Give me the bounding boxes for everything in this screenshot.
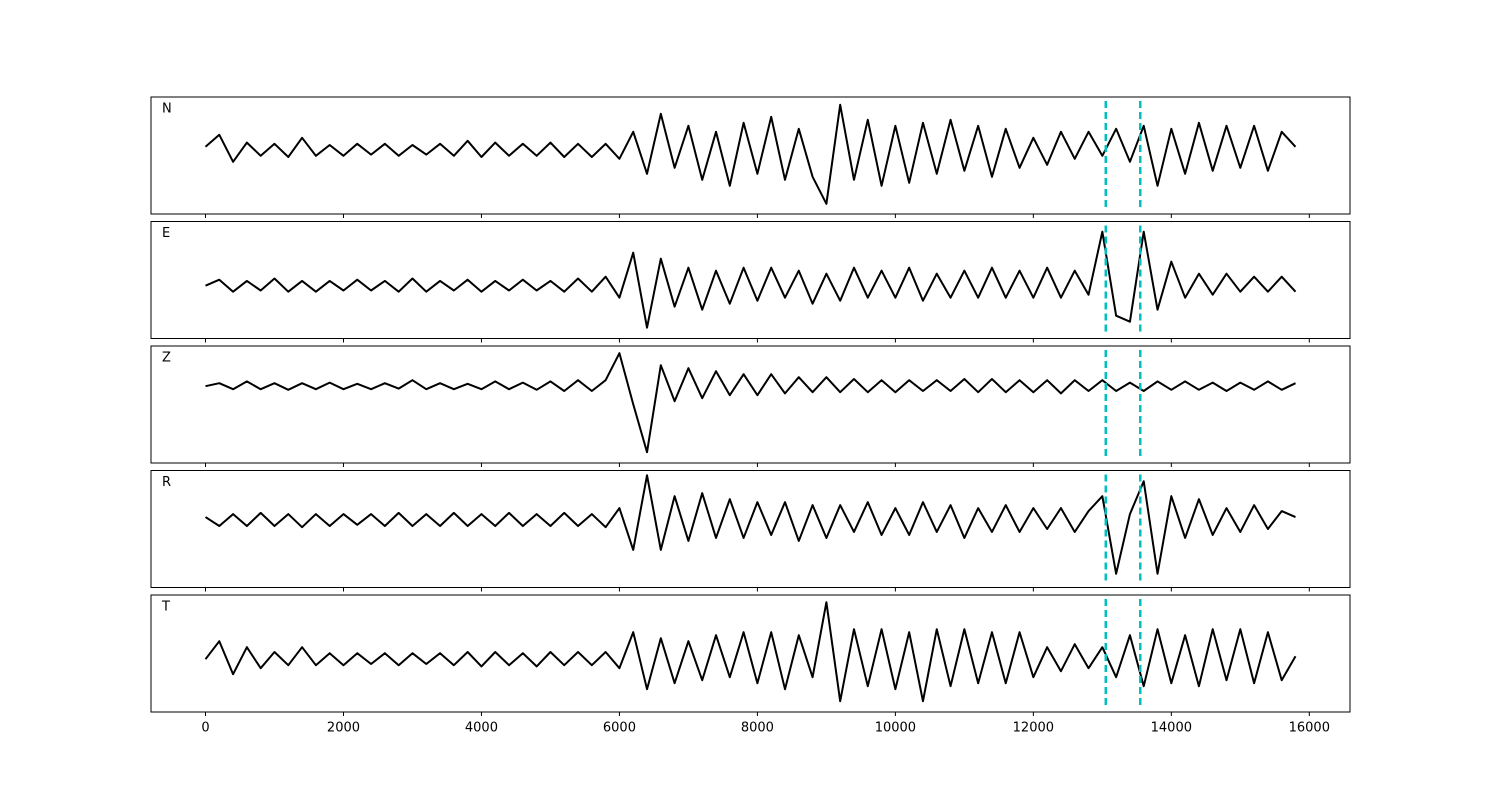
panel-label: E <box>162 226 170 241</box>
trace <box>205 230 1297 329</box>
trace <box>204 601 1297 703</box>
panel-frame <box>150 221 1351 339</box>
panel-frame <box>150 345 1351 464</box>
x-tick-label: 2000 <box>327 721 360 736</box>
panel-label: R <box>162 475 171 490</box>
x-tick-label: 0 <box>201 721 209 736</box>
x-tick-label: 14000 <box>1151 721 1192 736</box>
x-tick-label: 6000 <box>603 721 636 736</box>
x-tick-label: 4000 <box>465 721 498 736</box>
panel-frame <box>150 96 1351 215</box>
trace <box>205 352 1296 454</box>
x-tick-label: 12000 <box>1013 721 1054 736</box>
trace <box>204 103 1297 205</box>
x-tick-label: 16000 <box>1289 721 1330 736</box>
panel-label: Z <box>162 351 171 366</box>
trace <box>204 474 1296 575</box>
panel-frame <box>150 470 1351 588</box>
panel-frame <box>150 594 1351 713</box>
x-tick-label: 8000 <box>741 721 774 736</box>
panel-label: T <box>161 600 170 615</box>
x-tick-label: 10000 <box>875 721 916 736</box>
panel-label: N <box>162 102 172 117</box>
